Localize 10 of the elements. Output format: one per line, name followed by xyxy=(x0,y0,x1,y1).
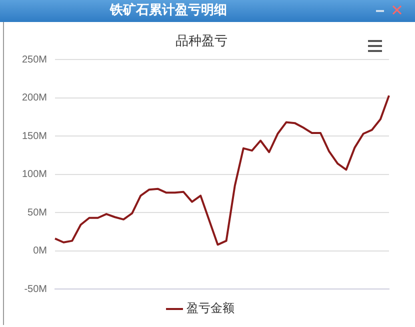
y-tick-label: 50M xyxy=(28,207,48,218)
y-tick-label: 250M xyxy=(22,54,48,66)
chart-subtitle: 品种盈亏 xyxy=(176,34,228,50)
chart-title: 铁矿石累计盈亏明细 xyxy=(110,2,227,20)
y-tick-label: 150M xyxy=(22,130,48,142)
y-tick-label: 200M xyxy=(22,92,48,104)
legend-label: 盈亏金额 xyxy=(186,301,234,316)
y-tick-label: 100M xyxy=(22,169,48,180)
y-tick-label: 0M xyxy=(33,246,48,257)
y-tick-label: -50M xyxy=(24,284,48,295)
